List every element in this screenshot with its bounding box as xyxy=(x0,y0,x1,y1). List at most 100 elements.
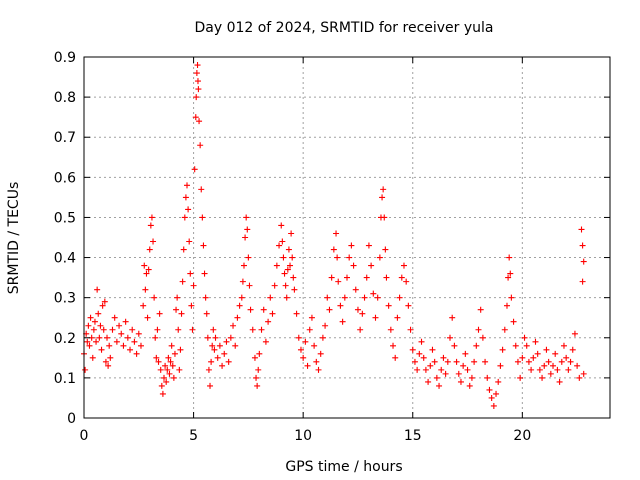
data-point xyxy=(411,358,418,365)
data-point xyxy=(162,362,169,369)
data-point xyxy=(346,254,353,261)
data-point xyxy=(180,246,187,253)
data-point xyxy=(374,294,381,301)
data-point xyxy=(165,354,172,361)
data-point xyxy=(158,382,165,389)
data-point xyxy=(484,374,491,381)
data-point xyxy=(337,302,344,309)
data-point xyxy=(210,326,217,333)
data-point xyxy=(153,354,160,361)
data-point xyxy=(221,350,228,357)
data-point xyxy=(396,294,403,301)
data-point xyxy=(427,362,434,369)
data-point xyxy=(144,314,151,321)
data-point xyxy=(273,262,280,269)
data-point xyxy=(420,354,427,361)
data-point xyxy=(365,242,372,249)
data-point xyxy=(306,326,313,333)
data-point xyxy=(94,286,101,293)
data-point xyxy=(214,354,221,361)
data-point xyxy=(466,382,473,389)
data-point xyxy=(313,358,320,365)
data-point xyxy=(523,342,530,349)
data-point xyxy=(525,358,532,365)
data-point xyxy=(370,290,377,297)
data-point xyxy=(550,362,557,369)
data-point xyxy=(477,306,484,313)
data-point xyxy=(543,346,550,353)
data-point xyxy=(147,222,154,229)
data-point xyxy=(246,282,253,289)
data-point xyxy=(392,354,399,361)
y-tick-label: 0.2 xyxy=(54,331,76,347)
data-point xyxy=(118,330,125,337)
x-tick-label: 10 xyxy=(294,428,312,444)
data-point xyxy=(295,334,302,341)
data-point xyxy=(196,118,203,125)
data-point xyxy=(97,322,104,329)
data-point xyxy=(488,394,495,401)
data-point xyxy=(171,350,178,357)
data-point xyxy=(528,366,535,373)
data-point xyxy=(315,366,322,373)
data-point xyxy=(387,326,394,333)
data-point xyxy=(379,194,386,201)
data-point xyxy=(99,302,106,309)
data-point xyxy=(129,326,136,333)
data-point xyxy=(380,186,387,193)
data-point xyxy=(288,230,295,237)
data-point xyxy=(159,390,166,397)
data-point xyxy=(473,342,480,349)
data-point xyxy=(208,358,215,365)
data-point xyxy=(234,314,241,321)
data-point xyxy=(339,318,346,325)
data-point xyxy=(280,254,287,261)
data-point xyxy=(409,346,416,353)
data-point xyxy=(187,270,194,277)
data-point xyxy=(381,214,388,221)
data-point xyxy=(576,374,583,381)
data-points xyxy=(81,62,587,409)
data-point xyxy=(319,334,326,341)
data-point xyxy=(539,374,546,381)
y-tick-label: 0 xyxy=(67,411,76,427)
data-point xyxy=(199,214,206,221)
data-point xyxy=(260,306,267,313)
data-point xyxy=(418,338,425,345)
data-point xyxy=(209,342,216,349)
data-point xyxy=(495,378,502,385)
data-point xyxy=(499,346,506,353)
data-point xyxy=(429,346,436,353)
data-point xyxy=(100,326,107,333)
data-point xyxy=(146,246,153,253)
data-point xyxy=(89,354,96,361)
data-point xyxy=(116,322,123,329)
data-point xyxy=(238,294,245,301)
data-point xyxy=(133,350,140,357)
data-point xyxy=(532,338,539,345)
data-point xyxy=(352,286,359,293)
data-point xyxy=(403,278,410,285)
data-point xyxy=(186,238,193,245)
data-point xyxy=(350,262,357,269)
data-point xyxy=(479,334,486,341)
y-tick-label: 0.6 xyxy=(54,170,76,186)
data-point xyxy=(163,378,170,385)
data-point xyxy=(198,186,205,193)
data-point xyxy=(255,366,262,373)
y-axis-label: SRMTID / TECUs xyxy=(6,182,22,295)
data-point xyxy=(493,390,500,397)
data-point xyxy=(109,326,116,333)
data-point xyxy=(503,302,510,309)
data-point xyxy=(194,78,201,85)
data-point xyxy=(178,310,185,317)
data-point xyxy=(521,334,528,341)
data-point xyxy=(202,294,209,301)
data-point xyxy=(348,242,355,249)
data-point xyxy=(322,322,329,329)
data-point xyxy=(579,278,586,285)
chart-title: Day 012 of 2024, SRMTID for receiver yul… xyxy=(194,20,493,36)
data-point xyxy=(152,334,159,341)
data-point xyxy=(225,358,232,365)
